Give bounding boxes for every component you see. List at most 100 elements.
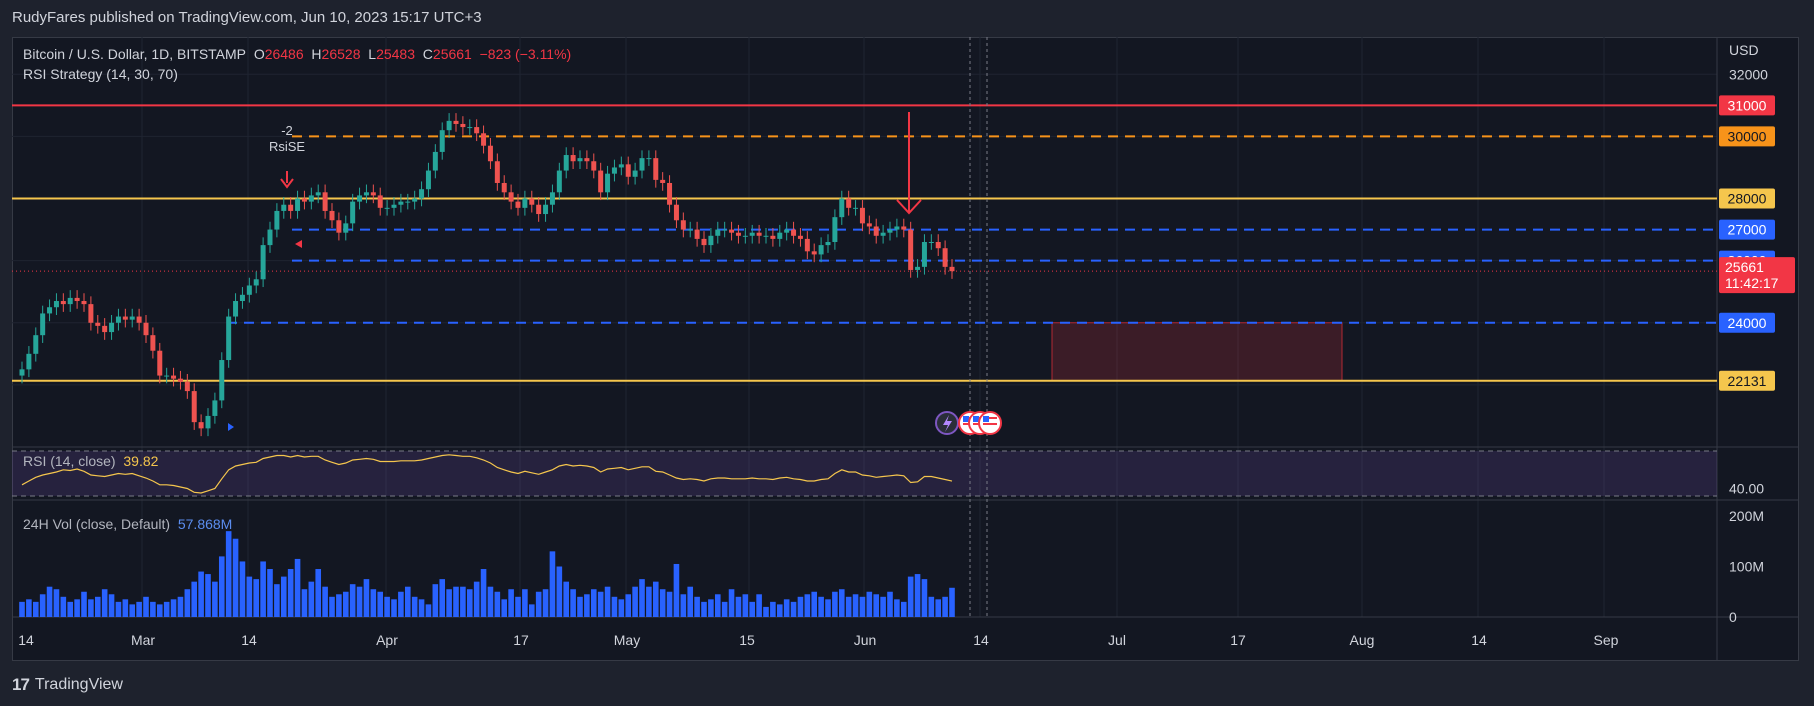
- volume-bar: [776, 604, 783, 617]
- candle-body: [425, 170, 431, 190]
- candle-body: [915, 266, 921, 270]
- candle-body: [722, 229, 728, 231]
- candle-body: [543, 204, 549, 215]
- candle-body: [735, 232, 741, 236]
- candle-body: [556, 170, 562, 193]
- entry-marker-icon: [295, 240, 302, 248]
- volume-bar: [136, 601, 142, 617]
- volume-bar: [487, 586, 494, 617]
- strategy-legend[interactable]: RSI Strategy (14, 30, 70): [23, 66, 178, 82]
- chart-canvas[interactable]: 3100030000280002700026000240002213125661…: [12, 37, 1799, 661]
- candle-body: [136, 316, 142, 323]
- volume-bar: [742, 594, 749, 617]
- volume-bar: [398, 591, 404, 617]
- volume-label[interactable]: 24H Vol (close, Default): [23, 516, 171, 532]
- volume-bar: [425, 604, 432, 617]
- candle-body: [109, 322, 115, 333]
- volume-bar: [852, 594, 859, 617]
- volume-bar: [81, 591, 87, 617]
- volume-bar: [515, 596, 521, 617]
- volume-bar: [570, 589, 576, 617]
- volume-bar: [528, 604, 535, 617]
- candle-body: [921, 242, 927, 267]
- volume-legend[interactable]: 24H Vol (close, Default) 57.868M: [23, 516, 232, 532]
- volume-bar: [384, 596, 390, 617]
- candle-body: [439, 130, 445, 152]
- candle-body: [605, 173, 611, 193]
- volume-bar: [701, 601, 707, 617]
- candle-body: [19, 369, 25, 376]
- candle-body: [522, 198, 528, 208]
- volume-bar: [460, 586, 466, 617]
- candle-body: [322, 192, 328, 211]
- volume-bar: [949, 587, 955, 617]
- us-flag-event-icon: [973, 416, 979, 422]
- volume-bar: [60, 596, 67, 617]
- volume-bar: [280, 576, 287, 617]
- candle-body: [171, 375, 177, 379]
- volume-bar: [666, 591, 673, 617]
- candle-body: [611, 167, 617, 174]
- symbol-legend[interactable]: Bitcoin / U.S. Dollar, 1D, BITSTAMP O264…: [23, 46, 571, 62]
- time-axis-label: Jun: [854, 632, 877, 648]
- candle-body: [384, 207, 390, 209]
- time-axis-label: 17: [513, 632, 529, 648]
- candle-body: [680, 220, 686, 230]
- level-label-30000: 30000: [1728, 128, 1767, 144]
- candle-body: [281, 204, 287, 211]
- candle-body: [667, 182, 673, 205]
- candle-body: [129, 316, 135, 320]
- time-axis-label: Apr: [376, 632, 398, 648]
- volume-bar: [473, 581, 480, 617]
- volume-bar: [818, 596, 824, 617]
- candle-body: [791, 229, 797, 236]
- volume-bar: [632, 586, 638, 617]
- volume-bar: [453, 586, 459, 617]
- volume-bar: [191, 581, 198, 617]
- volume-bar: [673, 563, 680, 617]
- candle-body: [453, 120, 459, 124]
- level-label-bg-27000: [1719, 219, 1775, 240]
- volume-bar: [349, 584, 356, 617]
- rsi-band: [12, 451, 1717, 496]
- candle-body: [315, 192, 321, 196]
- volume-bar: [556, 566, 563, 617]
- rsi-label[interactable]: RSI (14, close): [23, 453, 116, 469]
- volume-bar: [115, 601, 122, 617]
- candle-body: [26, 353, 32, 370]
- time-axis-label: Aug: [1350, 632, 1375, 648]
- candle-body: [219, 360, 225, 401]
- candle-body: [701, 238, 707, 246]
- level-label-bg-28000: [1719, 188, 1775, 209]
- volume-bar: [274, 584, 280, 617]
- volume-bar: [494, 591, 501, 617]
- candle-body: [253, 279, 259, 286]
- volume-bar: [377, 591, 384, 617]
- publisher-line: RudyFares published on TradingView.com, …: [12, 9, 482, 26]
- candle-body: [529, 198, 535, 205]
- candle-body: [53, 301, 59, 308]
- volume-bar: [577, 596, 583, 617]
- candle-body: [74, 297, 80, 302]
- volume-bar: [873, 594, 880, 617]
- volume-bar: [32, 601, 39, 617]
- candle-body: [949, 266, 955, 272]
- volume-bar: [894, 599, 900, 617]
- volume-bar: [212, 581, 218, 617]
- candle-body: [763, 235, 769, 237]
- rsi-legend[interactable]: RSI (14, close) 39.82: [23, 453, 158, 469]
- volume-bar: [39, 594, 46, 617]
- candle-body: [742, 235, 748, 237]
- candle-body: [880, 232, 886, 236]
- volume-bar: [418, 599, 425, 617]
- strategy-name[interactable]: RSI Strategy (14, 30, 70): [23, 66, 178, 82]
- volume-bar: [887, 591, 893, 617]
- volume-bar: [880, 596, 886, 617]
- volume-bar: [391, 599, 397, 617]
- candle-body: [501, 182, 507, 193]
- symbol-name[interactable]: Bitcoin / U.S. Dollar, 1D, BITSTAMP: [23, 46, 247, 62]
- candle-body: [115, 316, 121, 323]
- volume-bar: [652, 581, 659, 617]
- footer-brand[interactable]: 17 TradingView: [12, 675, 123, 695]
- time-axis-label: Jul: [1108, 632, 1126, 648]
